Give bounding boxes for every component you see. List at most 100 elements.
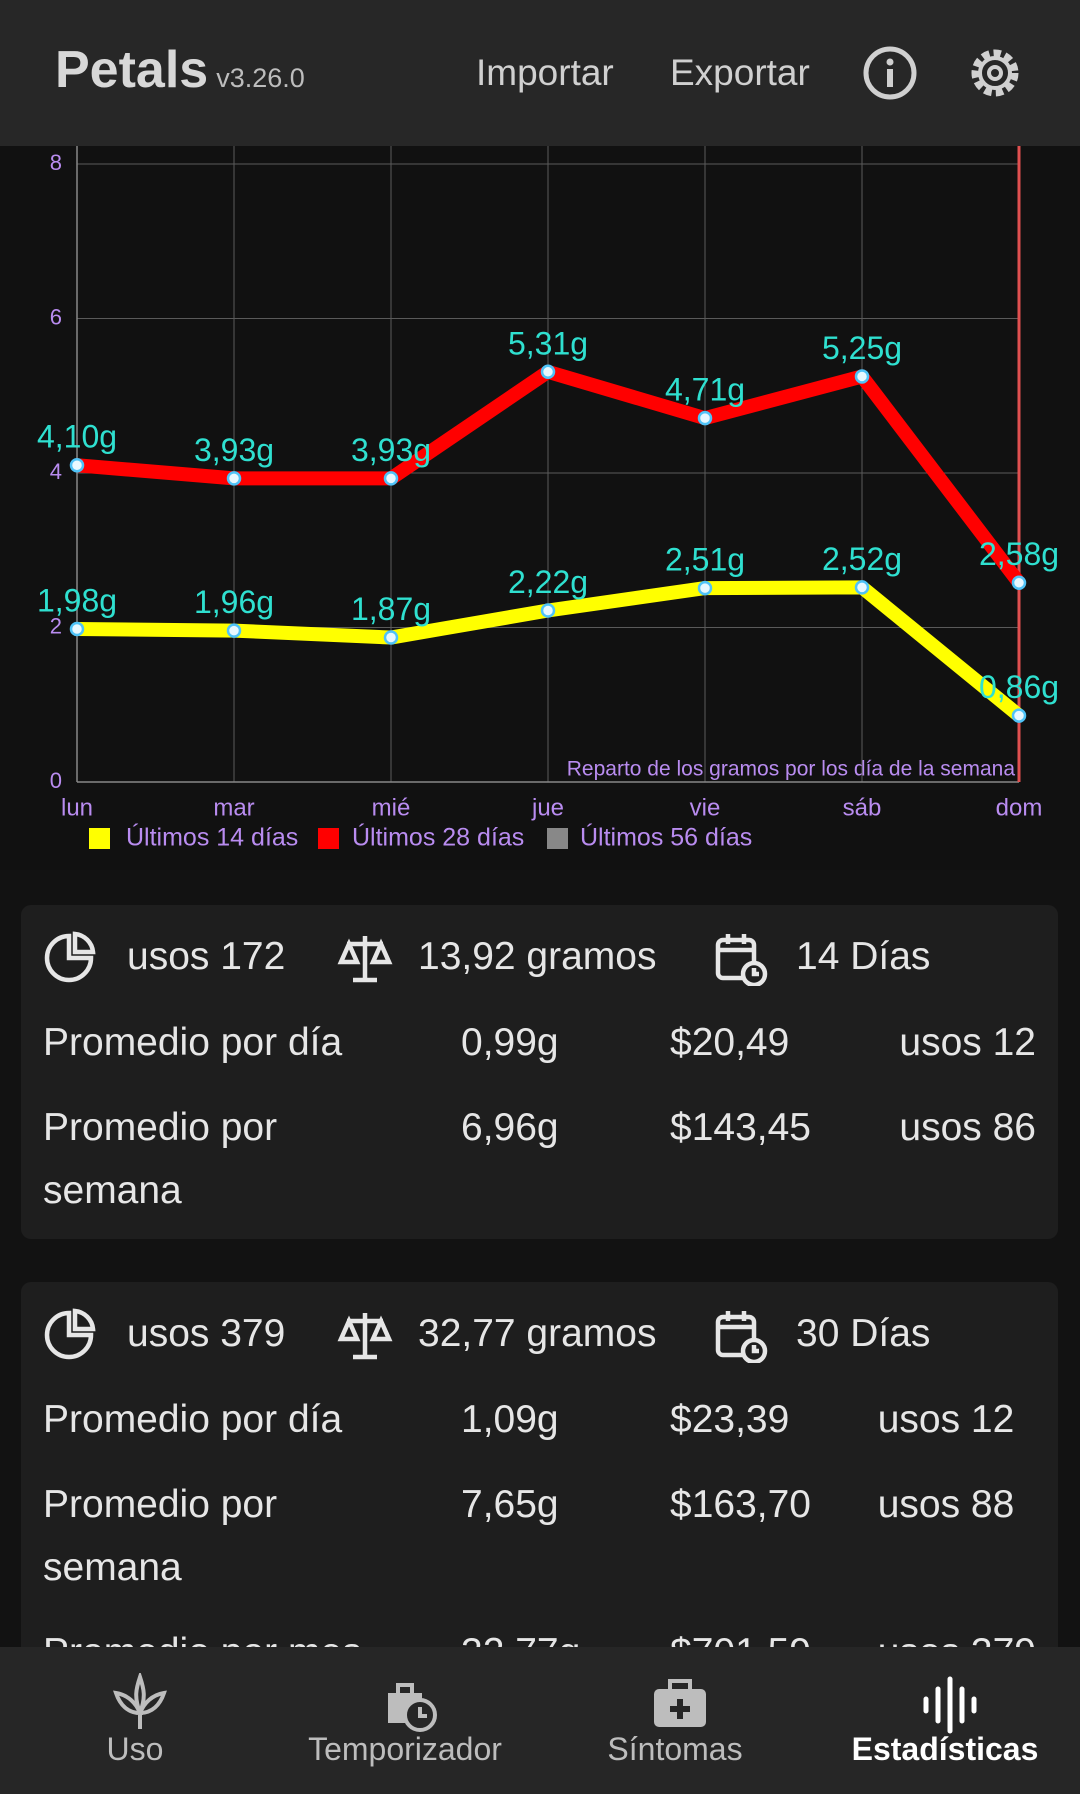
bottom-nav: Uso Temporizador Síntomas Estadísticas [0, 1647, 1080, 1794]
row-price-cell: $163,70 [670, 1473, 878, 1599]
data-point [540, 603, 556, 618]
cal-icon [715, 1311, 768, 1363]
data-point [1011, 708, 1027, 723]
scale-icon [337, 1313, 393, 1360]
data-label: 1,87g [351, 591, 431, 627]
data-label: 4,10g [37, 419, 117, 455]
row-grams: 7,65g [461, 1483, 559, 1526]
data-point [540, 364, 556, 380]
data-point [1011, 575, 1027, 590]
stats-rows: Promedio por día 1,09g $23,39 usos 12 Promed… [21, 1388, 1058, 1684]
nav-label: Síntomas [607, 1731, 743, 1767]
row-grams-cell: 6,96g [461, 1096, 670, 1222]
data-label: 3,93g [194, 432, 274, 468]
row-price: $20,49 [670, 1021, 790, 1064]
data-label: 0,86g [979, 669, 1059, 705]
nav-icon [388, 1683, 437, 1732]
legend-label: Últimos 14 días [126, 823, 298, 852]
x-tick-label: dom [996, 794, 1043, 821]
cal-icon [715, 934, 768, 986]
stats-card: usos 379 32,77 gramos 30 Días Promedio por … [21, 1282, 1058, 1702]
days-total: 14 Días [796, 935, 931, 978]
data-point [226, 471, 242, 486]
y-tick-label: 0 [50, 768, 62, 793]
row-label-cell: Promedio por semana [43, 1096, 461, 1222]
nav-icon [654, 1679, 706, 1727]
info-button[interactable] [862, 45, 918, 101]
card-header: usos 172 13,92 gramos 14 Días [21, 905, 1058, 1011]
nav-item[interactable]: Síntomas [540, 1647, 810, 1794]
uses-total: usos 172 [127, 935, 286, 978]
nav-item[interactable]: Temporizador [270, 1647, 540, 1794]
app-title: Petals v3.26.0 [55, 40, 305, 100]
row-label: Promedio por día [43, 1398, 343, 1441]
data-label: 2,51g [665, 542, 745, 578]
x-tick-label: vie [690, 794, 721, 821]
x-tick-label: sáb [843, 794, 882, 821]
grams-total: 13,92 gramos [418, 935, 657, 978]
nav-label: Estadísticas [851, 1731, 1039, 1767]
nav-icon [113, 1673, 167, 1729]
row-uses-cell: usos 12 [899, 1011, 1036, 1074]
data-label: 2,22g [508, 564, 588, 600]
row-price-cell: $20,49 [670, 1011, 899, 1074]
row-price-cell: $23,39 [670, 1388, 878, 1451]
data-label: 5,31g [508, 325, 588, 361]
nav-item[interactable]: Estadísticas [810, 1647, 1080, 1794]
nav-icon [923, 1676, 977, 1734]
nav-label: Temporizador [308, 1731, 502, 1767]
y-tick-label: 8 [50, 150, 62, 175]
import-button[interactable]: Importar [476, 52, 614, 93]
app-bar: Petals v3.26.0 Importar Exportar [0, 0, 1080, 146]
data-point [69, 621, 85, 637]
data-point [854, 580, 870, 595]
row-uses: usos 12 [877, 1398, 1015, 1441]
row-grams: 0,99g [461, 1021, 559, 1064]
data-label: 3,93g [351, 432, 431, 468]
legend-swatch [89, 828, 110, 849]
data-point [854, 369, 870, 384]
pie-icon [44, 931, 96, 983]
nav-item[interactable]: Uso [0, 1647, 270, 1794]
stats-rows: Promedio por día 0,99g $20,49 usos 12 Promed… [21, 1011, 1058, 1222]
stats-card: usos 172 13,92 gramos 14 Días Promedio por … [21, 905, 1058, 1239]
data-point [697, 580, 713, 596]
row-grams: 1,09g [461, 1398, 559, 1441]
data-point [69, 458, 85, 473]
version: v3.26.0 [216, 63, 305, 93]
x-tick-label: jue [531, 794, 564, 821]
row-uses: usos 86 [899, 1106, 1036, 1149]
y-tick-label: 2 [50, 613, 62, 638]
row-uses: usos 88 [877, 1483, 1015, 1526]
row-uses: usos 12 [899, 1021, 1036, 1064]
data-label: 5,25g [822, 330, 902, 366]
row-grams-cell: 0,99g [461, 1011, 670, 1074]
row-label-cell: Promedio por día [43, 1388, 461, 1451]
row-uses-cell: usos 12 [878, 1388, 1036, 1451]
legend-label: Últimos 56 días [580, 823, 752, 852]
row-label: Promedio por semana [43, 1106, 278, 1212]
data-label: 1,98g [37, 582, 117, 618]
card-header: usos 379 32,77 gramos 30 Días [21, 1282, 1058, 1388]
export-button[interactable]: Exportar [670, 52, 810, 93]
x-tick-label: mié [372, 794, 411, 821]
legend-swatch [547, 828, 568, 849]
y-tick-label: 4 [50, 459, 62, 484]
row-uses-cell: usos 88 [878, 1473, 1036, 1599]
row-price: $23,39 [670, 1398, 790, 1441]
data-point [226, 623, 242, 638]
data-point [383, 630, 399, 645]
data-label: 4,71g [665, 372, 745, 408]
legend-swatch [318, 828, 339, 849]
scale-icon [337, 936, 393, 983]
chart-subtitle: Reparto de los gramos por los día de la … [567, 758, 1016, 781]
row-price-cell: $143,45 [670, 1096, 899, 1222]
legend-label: Últimos 28 días [352, 823, 524, 852]
row-label-cell: Promedio por semana [43, 1473, 461, 1599]
row-grams-cell: 7,65g [461, 1473, 670, 1599]
data-point [697, 410, 713, 426]
row-grams-cell: 1,09g [461, 1388, 670, 1451]
settings-button[interactable] [967, 45, 1023, 101]
pie-icon [44, 1308, 96, 1360]
